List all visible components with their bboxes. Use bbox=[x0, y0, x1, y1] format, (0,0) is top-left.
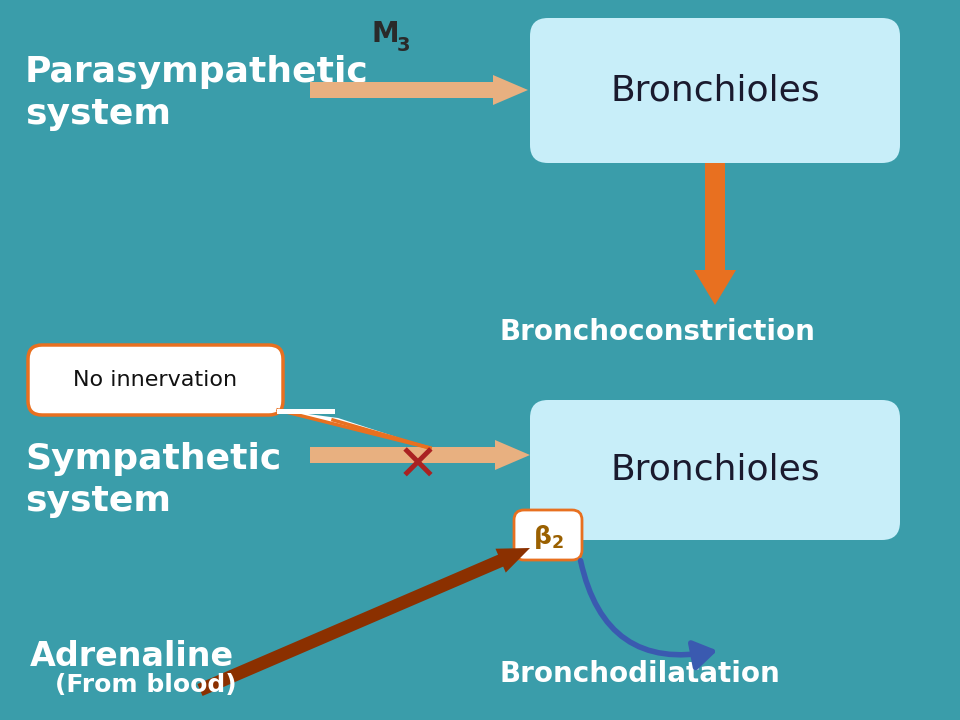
Polygon shape bbox=[310, 75, 528, 105]
Text: ✕: ✕ bbox=[397, 443, 439, 491]
FancyBboxPatch shape bbox=[530, 18, 900, 163]
FancyBboxPatch shape bbox=[28, 345, 283, 415]
Text: (From blood): (From blood) bbox=[55, 673, 236, 697]
FancyBboxPatch shape bbox=[530, 400, 900, 540]
Text: Parasympathetic
system: Parasympathetic system bbox=[25, 55, 369, 131]
Polygon shape bbox=[694, 163, 736, 305]
FancyBboxPatch shape bbox=[514, 510, 582, 560]
Text: Adrenaline: Adrenaline bbox=[30, 640, 234, 673]
Text: $\mathbf{\beta_2}$: $\mathbf{\beta_2}$ bbox=[533, 523, 564, 551]
Text: Bronchoconstriction: Bronchoconstriction bbox=[500, 318, 816, 346]
Text: Sympathetic
system: Sympathetic system bbox=[25, 442, 281, 518]
Text: M: M bbox=[372, 20, 399, 48]
Text: Bronchioles: Bronchioles bbox=[611, 453, 820, 487]
FancyArrowPatch shape bbox=[581, 561, 712, 667]
Text: 3: 3 bbox=[397, 36, 411, 55]
Polygon shape bbox=[278, 410, 430, 448]
Polygon shape bbox=[310, 440, 530, 470]
Text: Bronchodilatation: Bronchodilatation bbox=[500, 660, 780, 688]
Polygon shape bbox=[198, 548, 530, 696]
Text: No innervation: No innervation bbox=[73, 370, 237, 390]
Text: Bronchioles: Bronchioles bbox=[611, 73, 820, 107]
Bar bbox=[277, 409, 335, 414]
